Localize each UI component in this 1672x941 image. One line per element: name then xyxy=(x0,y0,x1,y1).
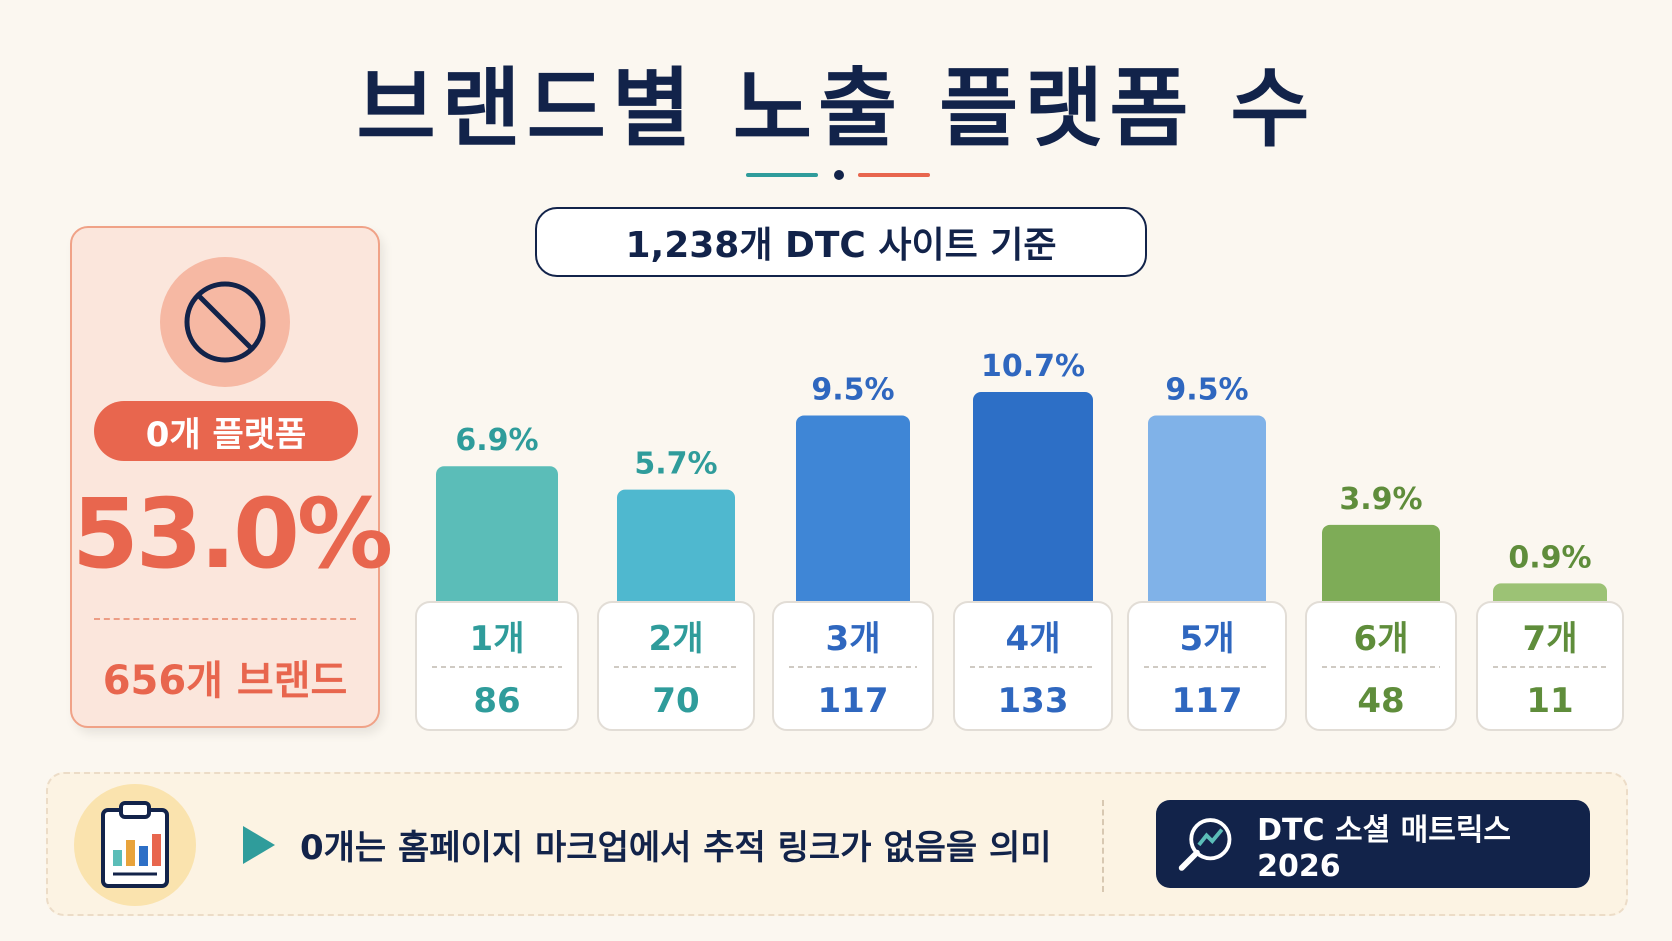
category-count: 11 xyxy=(1526,681,1573,721)
bar-value-label: 10.7% xyxy=(981,349,1085,384)
category-label: 3개 xyxy=(826,619,881,659)
category-label: 2개 xyxy=(649,619,704,659)
category-label: 7개 xyxy=(1523,619,1578,659)
zero-platform-percent: 53.0% xyxy=(72,478,393,590)
bar-value-label: 9.5% xyxy=(811,372,894,407)
category-count: 48 xyxy=(1357,681,1404,721)
source-badge: DTC 소셜 매트릭스 2026 xyxy=(1156,800,1590,888)
bar xyxy=(1322,524,1440,613)
bar xyxy=(1148,415,1266,613)
category-label: 6개 xyxy=(1354,619,1409,659)
footer-separator xyxy=(1102,800,1104,892)
zero-platform-label: 0개 플랫폼 xyxy=(94,401,358,461)
bar xyxy=(796,415,910,613)
category-count: 117 xyxy=(818,681,889,721)
zero-platform-card: 0개 플랫폼 53.0% 656개 브랜드 xyxy=(70,226,393,728)
category-label: 4개 xyxy=(1006,619,1061,659)
subtitle-pill: 1,238개 DTC 사이트 기준 xyxy=(535,207,1147,277)
category-count: 117 xyxy=(1172,681,1243,721)
category-count: 133 xyxy=(998,681,1069,721)
category-label: 5개 xyxy=(1180,619,1235,659)
bar xyxy=(617,489,735,613)
category-card xyxy=(597,601,755,731)
bar-value-label: 3.9% xyxy=(1339,482,1422,517)
bar-value-label: 0.9% xyxy=(1508,540,1591,575)
category-count: 70 xyxy=(652,681,699,721)
footer-note: 0개는 홈페이지 마크업에서 추적 링크가 없음을 의미 xyxy=(300,828,1052,868)
trend-magnifier-icon xyxy=(1178,818,1232,871)
clipboard-chart-icon xyxy=(74,784,196,906)
bar-value-label: 5.7% xyxy=(634,447,717,482)
page-title: 브랜드별 노출 플랫폼 수 xyxy=(356,59,1316,159)
no-entry-icon xyxy=(160,257,290,387)
title-divider xyxy=(746,170,932,180)
zero-platform-count: 656개 브랜드 xyxy=(102,658,348,704)
zero-card-divider xyxy=(94,618,356,620)
bar-value-label: 6.9% xyxy=(455,423,538,458)
bar-value-label: 9.5% xyxy=(1165,372,1248,407)
bar-chart: 6.9% 1개 86 5.7% 2개 70 9.5% 3개 117 10.7% 4개 133 9.5% 5… xyxy=(415,349,1624,731)
play-arrow-icon xyxy=(243,826,275,864)
category-label: 1개 xyxy=(470,619,525,659)
bar xyxy=(973,392,1093,613)
source-badge-label: DTC 소셜 매트릭스 2026 xyxy=(1257,812,1512,884)
category-count: 86 xyxy=(473,681,520,721)
footer-bar: 0개는 홈페이지 마크업에서 추적 링크가 없음을 의미 DTC 소셜 매트릭스… xyxy=(46,772,1628,916)
bar xyxy=(436,466,558,613)
